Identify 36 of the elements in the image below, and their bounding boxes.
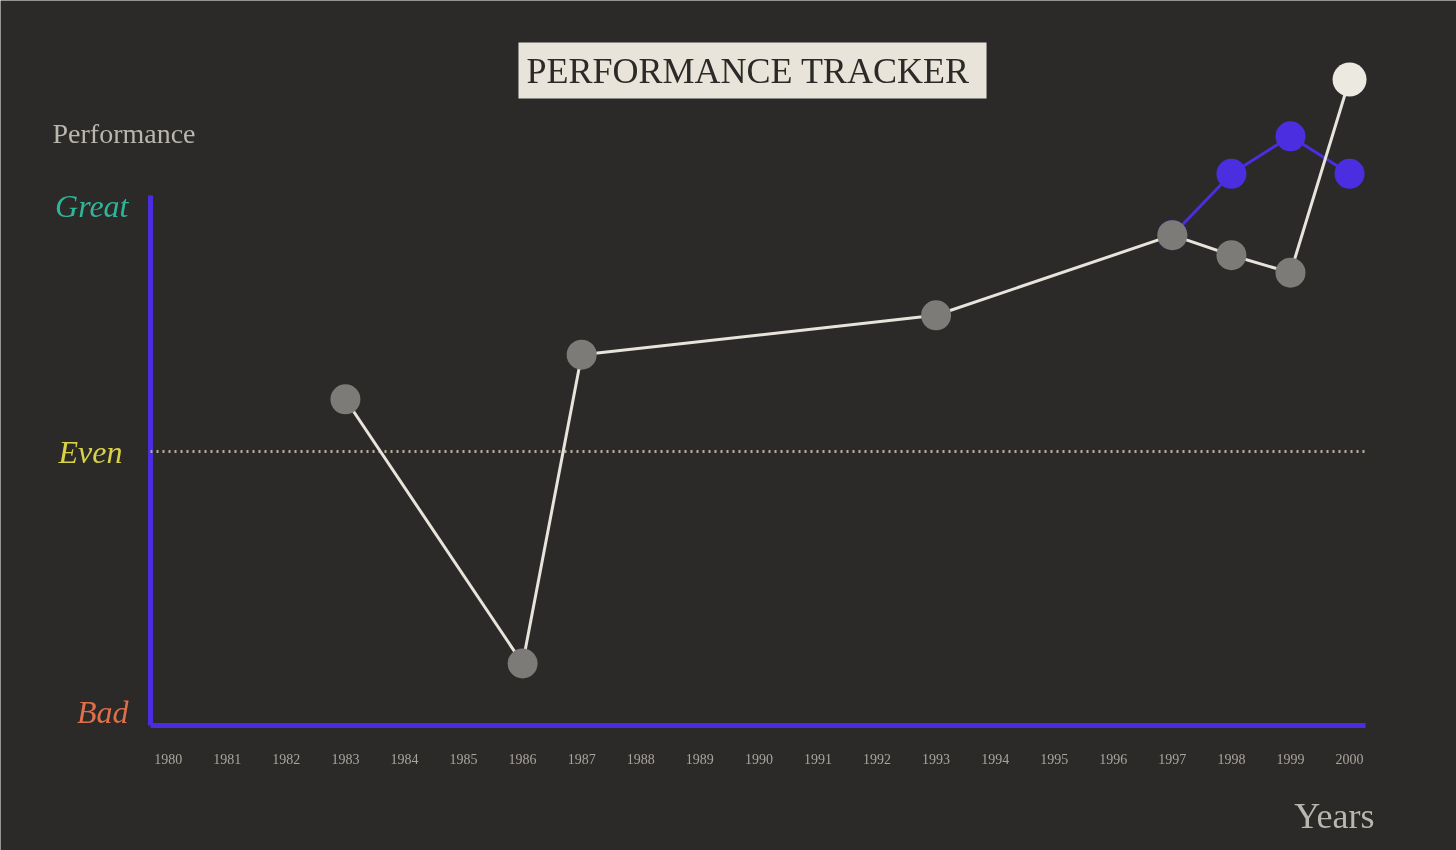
- text: Great: [55, 187, 130, 224]
- x-tick-label: 1982: [272, 751, 301, 767]
- point: [1216, 240, 1247, 271]
- x-tick-label: 1986: [508, 751, 537, 767]
- x-tick-label: 1987: [567, 751, 596, 767]
- x-tick-label: 1981: [213, 751, 242, 767]
- point: [507, 648, 538, 679]
- x-tick-label: 2000: [1335, 751, 1364, 767]
- x-tick-label: 1991: [803, 751, 832, 767]
- point: [1216, 158, 1247, 189]
- x-tick-label: 1985: [449, 751, 478, 767]
- ref-line-label: Even: [57, 433, 123, 470]
- x-tick-label: 1993: [922, 751, 951, 767]
- point: [1334, 158, 1365, 189]
- y-axis-title: Performance: [52, 118, 196, 149]
- x-tick-label: 1980: [154, 751, 183, 767]
- x-tick-label: 1994: [981, 751, 1010, 767]
- x-tick-label: 1988: [626, 751, 655, 767]
- text: Bad: [76, 693, 130, 730]
- x-tick-label: 1997: [1158, 751, 1187, 767]
- x-tick-label: 1995: [1040, 751, 1069, 767]
- x-tick-label: 1983: [331, 751, 360, 767]
- x-tick-label: 1999: [1276, 751, 1305, 767]
- point: [1275, 121, 1306, 152]
- point: [921, 300, 952, 331]
- x-axis-title: Years: [1294, 795, 1375, 836]
- x-tick-label: 1989: [685, 751, 714, 767]
- x-tick-label: 1984: [390, 751, 419, 767]
- point: [330, 384, 361, 415]
- point: [566, 339, 597, 370]
- x-tick-label: 1990: [744, 751, 773, 767]
- x-tick-label: 1996: [1099, 751, 1128, 767]
- chart-title: PERFORMANCE TRACKER: [526, 50, 969, 91]
- x-tick-label: 1992: [863, 751, 892, 767]
- point: [1275, 257, 1306, 288]
- x-tick-label: 1998: [1217, 751, 1246, 767]
